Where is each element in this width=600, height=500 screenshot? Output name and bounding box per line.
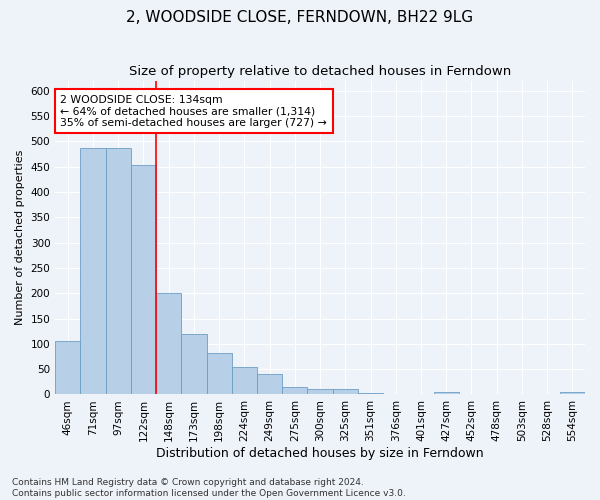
Bar — [181, 334, 206, 394]
Bar — [80, 148, 106, 394]
Title: Size of property relative to detached houses in Ferndown: Size of property relative to detached ho… — [129, 65, 511, 78]
Bar — [358, 393, 383, 394]
Text: Contains HM Land Registry data © Crown copyright and database right 2024.
Contai: Contains HM Land Registry data © Crown c… — [12, 478, 406, 498]
Bar — [131, 165, 156, 394]
Bar — [106, 148, 131, 394]
Bar — [282, 387, 307, 394]
Text: 2, WOODSIDE CLOSE, FERNDOWN, BH22 9LG: 2, WOODSIDE CLOSE, FERNDOWN, BH22 9LG — [127, 10, 473, 25]
Bar — [156, 293, 181, 394]
X-axis label: Distribution of detached houses by size in Ferndown: Distribution of detached houses by size … — [156, 447, 484, 460]
Bar — [307, 390, 332, 394]
Bar — [434, 392, 459, 394]
Y-axis label: Number of detached properties: Number of detached properties — [15, 150, 25, 325]
Text: 2 WOODSIDE CLOSE: 134sqm
← 64% of detached houses are smaller (1,314)
35% of sem: 2 WOODSIDE CLOSE: 134sqm ← 64% of detach… — [61, 94, 327, 128]
Bar — [55, 342, 80, 394]
Bar — [206, 353, 232, 395]
Bar — [232, 366, 257, 394]
Bar — [332, 390, 358, 394]
Bar — [560, 392, 585, 394]
Bar — [257, 374, 282, 394]
